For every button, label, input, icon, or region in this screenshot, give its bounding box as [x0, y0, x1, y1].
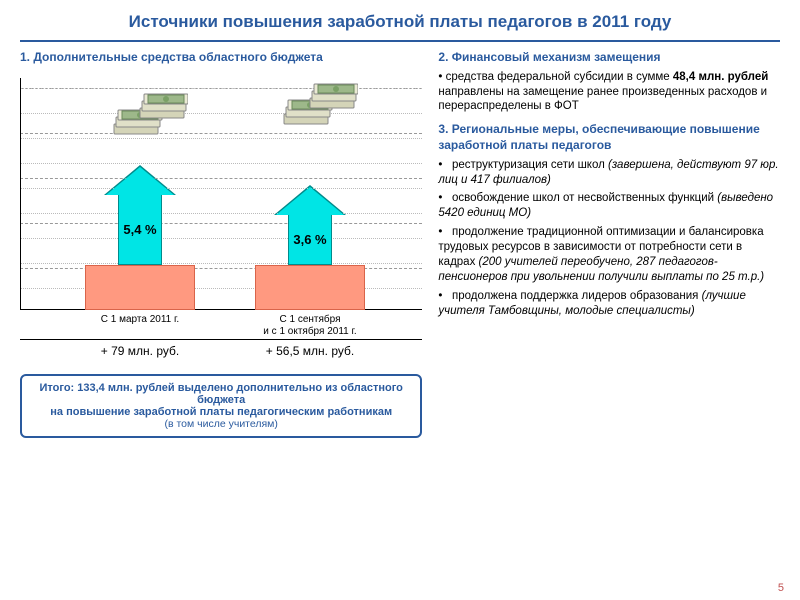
arrow-label: 3,6 % — [276, 232, 344, 247]
chart-xlabel: С 1 сентябряи с 1 октября 2011 г. — [245, 314, 375, 338]
section3-bullet: • освобождение школ от несвойственных фу… — [438, 191, 780, 221]
summary-line3: (в том числе учителям) — [32, 418, 410, 430]
section2-bullet: • средства федеральной субсидии в сумме … — [438, 70, 780, 115]
section2-heading: 2. Финансовый механизм замещения — [438, 50, 780, 66]
section3-heading: 3. Региональные меры, обеспечивающие пов… — [438, 122, 780, 153]
money-stack-icon — [108, 88, 188, 143]
section3-bullet: • реструктуризация сети школ (завершена,… — [438, 158, 780, 188]
chart-plus-label: + 56,5 млн. руб. — [245, 344, 375, 358]
arrow-label: 5,4 % — [106, 222, 174, 237]
chart-bar — [85, 265, 195, 310]
chart-xlabel: С 1 марта 2011 г. — [75, 314, 205, 326]
up-arrow: 3,6 % — [276, 187, 344, 265]
chart-plus-label: + 79 млн. руб. — [75, 344, 205, 358]
content-row: 1. Дополнительные средства областного бю… — [0, 46, 800, 438]
page-number: 5 — [778, 582, 784, 594]
section3-bullet: • продолжена поддержка лидеров образован… — [438, 289, 780, 319]
left-column: 1. Дополнительные средства областного бю… — [20, 50, 430, 438]
summary-line2: на повышение заработной платы педагогиче… — [32, 406, 410, 418]
right-column: 2. Финансовый механизм замещения • средс… — [430, 50, 780, 438]
section1-heading: 1. Дополнительные средства областного бю… — [20, 50, 422, 64]
section3-bullet: • продолжение традиционной оптимизации и… — [438, 225, 780, 285]
summary-box: Итого: 133,4 млн. рублей выделено дополн… — [20, 374, 422, 438]
summary-line1: Итого: 133,4 млн. рублей выделено дополн… — [32, 382, 410, 406]
title-underline — [20, 40, 780, 42]
chart-area: С 1 марта 2011 г. + 79 млн. руб. С 1 сентя… — [20, 68, 422, 368]
page-title: Источники повышения заработной платы пед… — [0, 0, 800, 40]
chart-bar — [255, 265, 365, 310]
money-stack-icon — [278, 78, 358, 133]
up-arrow: 5,4 % — [106, 167, 174, 265]
section3-bullets: • реструктуризация сети школ (завершена,… — [438, 158, 780, 319]
